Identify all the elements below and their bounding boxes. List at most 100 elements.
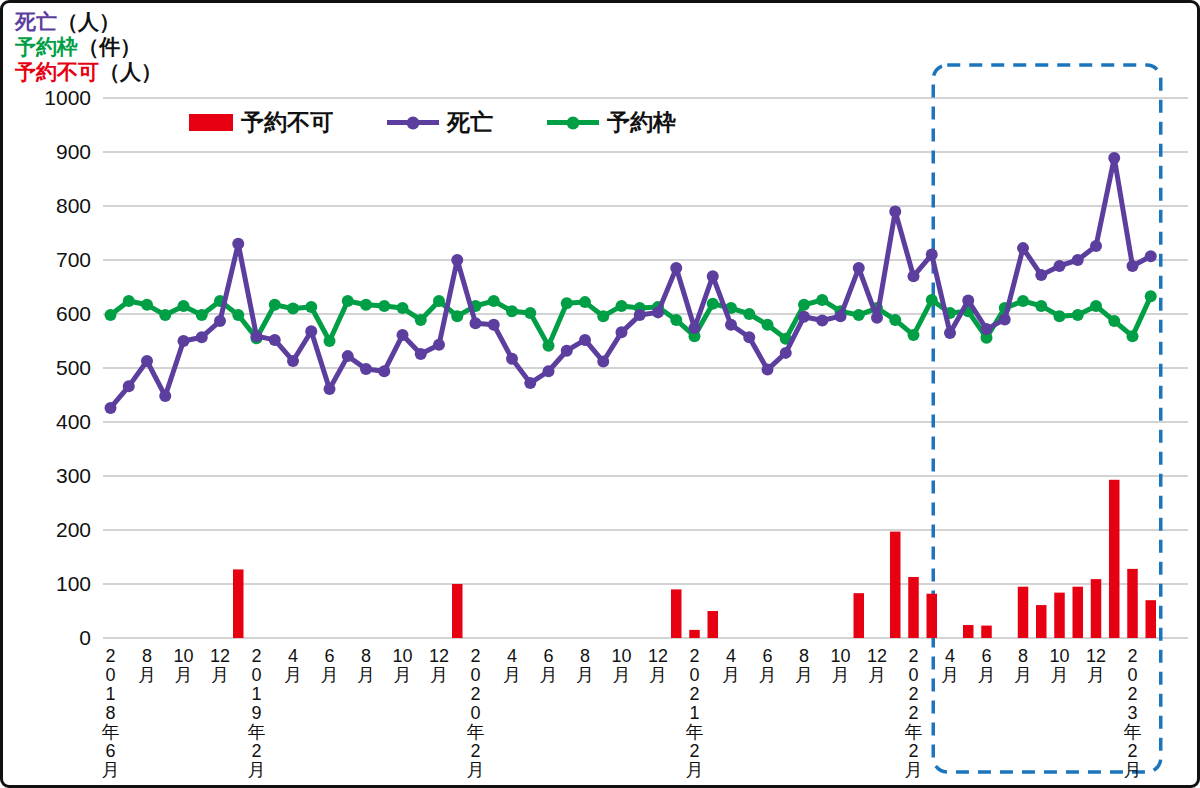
point-死亡 (1035, 269, 1047, 281)
point-予約枠 (342, 295, 354, 307)
point-死亡 (159, 390, 171, 402)
point-予約枠 (561, 297, 573, 309)
point-予約枠 (506, 305, 518, 317)
point-死亡 (652, 306, 664, 318)
point-死亡 (251, 330, 263, 342)
point-死亡 (926, 249, 938, 261)
bar-予約不可 (233, 569, 244, 638)
point-死亡 (981, 323, 993, 335)
point-死亡 (816, 314, 828, 326)
y-tick-label: 700 (56, 248, 91, 271)
bar-予約不可 (671, 589, 682, 638)
y-tick-label: 400 (56, 410, 91, 433)
point-予約枠 (743, 308, 755, 320)
point-死亡 (1090, 240, 1102, 252)
bar-予約不可 (708, 611, 719, 638)
point-予約枠 (415, 314, 427, 326)
point-予約枠 (762, 319, 774, 331)
line-死亡 (111, 158, 1151, 408)
bar-予約不可 (1073, 587, 1084, 638)
bar-予約不可 (854, 593, 865, 638)
y-tick-label: 300 (56, 464, 91, 487)
point-予約枠 (269, 299, 281, 311)
point-死亡 (725, 319, 737, 331)
legend-dot-deaths (407, 116, 420, 129)
point-死亡 (524, 377, 536, 389)
point-予約枠 (159, 309, 171, 321)
bar-予約不可 (1109, 480, 1120, 638)
point-死亡 (889, 205, 901, 217)
point-死亡 (178, 335, 190, 347)
bar-予約不可 (1091, 579, 1102, 638)
y-tick-label: 600 (56, 302, 91, 325)
point-死亡 (506, 353, 518, 365)
bar-予約不可 (963, 625, 974, 638)
chart-legend: 予約不可 死亡 予約枠 (189, 107, 730, 138)
point-死亡 (1017, 242, 1029, 254)
point-死亡 (780, 347, 792, 359)
legend-bar-swatch (189, 114, 233, 131)
legend-label-deaths: 死亡 (447, 107, 493, 138)
point-死亡 (762, 364, 774, 376)
point-死亡 (634, 309, 646, 321)
highlight-box (933, 65, 1161, 772)
point-死亡 (415, 348, 427, 360)
point-予約枠 (816, 294, 828, 306)
legend-label-slots: 予約枠 (607, 107, 676, 138)
bar-予約不可 (1054, 593, 1065, 638)
legend-item-slots: 予約枠 (547, 107, 676, 138)
point-死亡 (324, 383, 336, 395)
point-死亡 (378, 365, 390, 377)
legend-item-deaths: 死亡 (387, 107, 493, 138)
point-死亡 (1145, 250, 1157, 262)
point-予約枠 (324, 335, 336, 347)
point-予約枠 (524, 307, 536, 319)
point-予約枠 (616, 300, 628, 312)
point-予約枠 (1145, 290, 1157, 302)
point-死亡 (488, 319, 500, 331)
point-予約枠 (433, 295, 445, 307)
point-予約枠 (305, 301, 317, 313)
point-死亡 (1054, 260, 1066, 272)
bar-予約不可 (890, 532, 901, 638)
y-tick-label: 1000 (44, 86, 91, 109)
y-tick-label: 500 (56, 356, 91, 379)
point-予約枠 (670, 314, 682, 326)
point-予約枠 (451, 310, 463, 322)
point-予約枠 (707, 298, 719, 310)
point-予約枠 (397, 302, 409, 314)
point-予約枠 (360, 299, 372, 311)
point-予約枠 (597, 310, 609, 322)
bar-予約不可 (927, 594, 938, 638)
point-死亡 (433, 339, 445, 351)
point-予約枠 (488, 295, 500, 307)
bar-予約不可 (981, 626, 992, 638)
bar-予約不可 (689, 630, 700, 638)
point-死亡 (1127, 260, 1139, 272)
bar-予約不可 (452, 584, 463, 638)
point-予約枠 (908, 329, 920, 341)
point-死亡 (908, 270, 920, 282)
point-予約枠 (853, 309, 865, 321)
point-死亡 (597, 356, 609, 368)
point-予約枠 (378, 300, 390, 312)
y-tick-label: 900 (56, 140, 91, 163)
point-死亡 (1072, 254, 1084, 266)
legend-item-unavailable: 予約不可 (189, 107, 333, 138)
point-死亡 (670, 262, 682, 274)
bar-予約不可 (908, 577, 919, 638)
point-死亡 (579, 334, 591, 346)
point-予約枠 (1035, 300, 1047, 312)
point-予約枠 (196, 309, 208, 321)
point-死亡 (342, 350, 354, 362)
point-死亡 (798, 311, 810, 323)
point-死亡 (871, 312, 883, 324)
point-死亡 (689, 322, 701, 334)
point-予約枠 (1108, 315, 1120, 327)
bar-予約不可 (1018, 587, 1029, 638)
legend-label-unavailable: 予約不可 (241, 107, 333, 138)
point-死亡 (269, 334, 281, 346)
y-tick-label: 0 (79, 626, 91, 649)
point-死亡 (397, 329, 409, 341)
point-死亡 (707, 270, 719, 282)
